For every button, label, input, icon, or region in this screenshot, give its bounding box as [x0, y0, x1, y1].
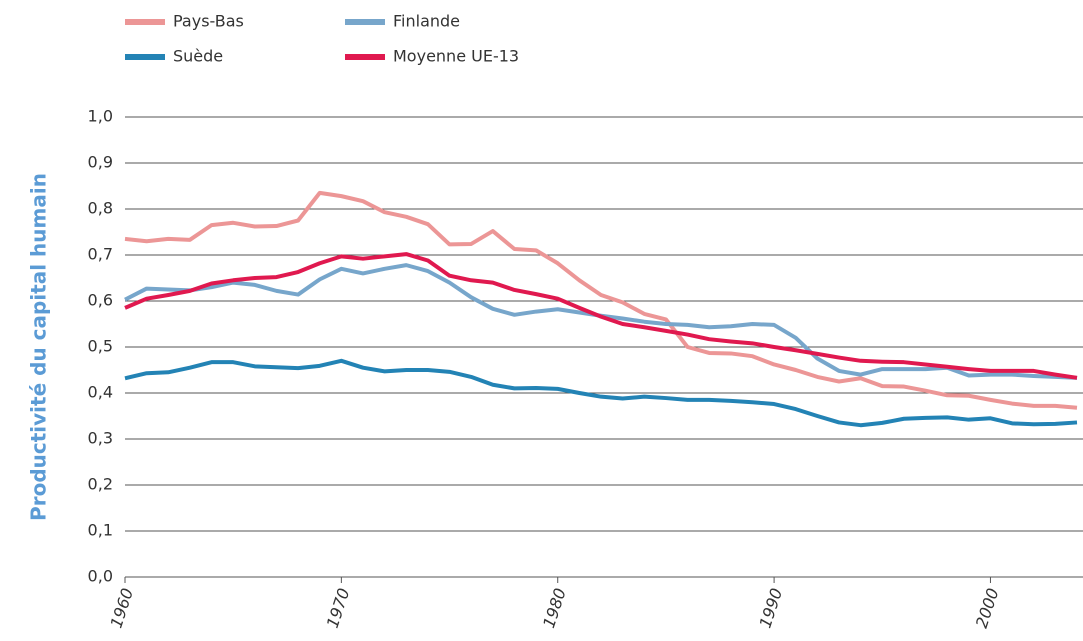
x-tick-label: 1980 [539, 586, 570, 631]
y-tick-label: 0,8 [88, 199, 113, 218]
y-tick-label: 0,1 [88, 521, 113, 540]
line [124, 190, 1078, 410]
y-tick-label: 0,6 [88, 291, 113, 310]
y-tick-label: 0,7 [88, 245, 113, 264]
y-axis-title: Productivité du capital humain [27, 173, 51, 521]
y-tick-label: 0,3 [88, 429, 113, 448]
y-tick-label: 0,9 [88, 153, 113, 172]
y-tick-label: 0,4 [88, 383, 113, 402]
legend-label: Moyenne UE-13 [393, 47, 519, 66]
y-tick-label: 0,5 [88, 337, 113, 356]
x-tick-label: 1990 [756, 586, 787, 631]
legend-label: Suède [173, 47, 223, 66]
y-tick-label: 0,2 [88, 475, 113, 494]
x-tick-label: 2000 [972, 586, 1003, 631]
legend-label: Pays-Bas [173, 12, 244, 31]
x-tick-label: 1970 [323, 586, 354, 631]
y-tick-label: 1,0 [88, 107, 113, 126]
legend-label: Finlande [393, 12, 460, 31]
line [124, 358, 1078, 428]
x-tick-label: 1960 [106, 586, 137, 631]
y-tick-label: 0,0 [88, 567, 113, 586]
line [124, 252, 1078, 380]
line [124, 263, 1078, 380]
